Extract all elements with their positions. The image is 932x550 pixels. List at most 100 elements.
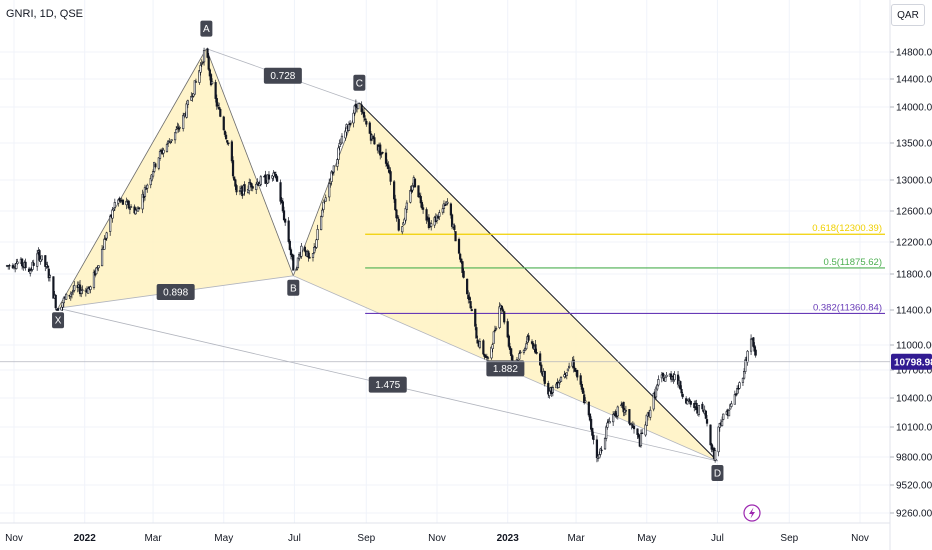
candle: [275, 175, 279, 183]
candle: [425, 207, 428, 224]
ratio-label-1.475: 1.475: [368, 376, 407, 393]
candle: [56, 307, 60, 311]
candle: [357, 103, 360, 110]
candle: [338, 139, 341, 151]
candle: [95, 267, 98, 275]
candle: [717, 426, 720, 457]
candle: [48, 274, 52, 282]
candle: [243, 181, 246, 196]
candle: [403, 217, 406, 225]
candle: [551, 385, 554, 397]
x-tick-label: May: [637, 533, 656, 544]
y-tick-label: 10400.00: [896, 394, 932, 405]
candle: [218, 102, 221, 110]
candle: [344, 127, 347, 141]
candle: [336, 158, 339, 171]
candle: [427, 214, 430, 230]
candle: [665, 372, 668, 378]
candle: [525, 341, 528, 351]
candle: [461, 261, 464, 277]
candle: [636, 428, 639, 440]
candles: [5, 47, 757, 463]
y-tick-label: 11400.00: [896, 306, 932, 317]
candle: [588, 413, 592, 422]
candle: [105, 231, 108, 242]
candle: [737, 384, 740, 394]
candle: [680, 385, 683, 397]
candle: [353, 104, 356, 116]
svg-text:0.728: 0.728: [270, 71, 295, 82]
candle: [566, 368, 570, 372]
harmonic-pattern: [57, 48, 718, 462]
candle: [103, 235, 106, 250]
candle: [151, 169, 155, 179]
ratio-label-0.728: 0.728: [263, 67, 302, 84]
candle: [125, 197, 128, 210]
candle: [127, 199, 130, 210]
candle: [486, 356, 490, 362]
candle: [8, 263, 11, 270]
candle: [267, 171, 271, 183]
lightning-icon[interactable]: [743, 504, 761, 522]
candle: [259, 175, 262, 187]
candle: [727, 409, 731, 417]
point-label-C: C: [353, 74, 366, 91]
x-tick-label: 2022: [74, 533, 97, 544]
candle: [709, 424, 712, 446]
candle: [652, 392, 655, 412]
candle: [401, 226, 404, 235]
x-tick-label: Mar: [567, 533, 585, 544]
y-tick-label: 13500.00: [896, 139, 932, 150]
candle: [40, 255, 43, 262]
candle: [92, 269, 96, 290]
candle: [209, 73, 213, 87]
candle: [527, 332, 530, 343]
currency-button[interactable]: QAR: [891, 4, 925, 26]
candle: [69, 291, 72, 301]
candle: [508, 342, 512, 355]
candle: [579, 373, 582, 387]
candle: [714, 448, 717, 463]
candle: [182, 112, 185, 132]
candle: [612, 411, 615, 426]
y-tick-label: 11000.00: [896, 341, 932, 352]
candle: [348, 120, 352, 126]
candle: [523, 346, 527, 352]
candle: [32, 259, 35, 267]
candle: [664, 377, 667, 382]
candle: [97, 265, 100, 272]
candle: [490, 346, 493, 360]
svg-text:A: A: [203, 24, 210, 35]
candle: [292, 254, 295, 271]
candle: [44, 255, 47, 272]
candle: [352, 109, 355, 128]
candle: [173, 132, 177, 144]
candle: [387, 161, 390, 173]
candle: [233, 176, 236, 181]
candle: [705, 414, 709, 427]
candle: [138, 207, 141, 211]
candle: [459, 252, 462, 263]
candle: [482, 339, 485, 356]
candle: [330, 170, 333, 186]
candle: [289, 247, 293, 260]
candle: [584, 397, 587, 403]
candle: [493, 325, 497, 333]
candle: [654, 386, 658, 401]
x-tick-label: May: [214, 533, 233, 544]
candle: [559, 376, 563, 382]
candle: [191, 93, 194, 102]
candle: [606, 419, 609, 430]
candle: [199, 62, 202, 76]
candle: [730, 400, 733, 408]
candle: [734, 393, 738, 397]
leg-ab: [206, 48, 294, 276]
y-tick-label: 14800.00: [896, 48, 932, 59]
candle: [469, 297, 472, 309]
y-tick-label: 12600.00: [896, 207, 932, 218]
candle: [519, 350, 522, 354]
candle: [573, 366, 577, 372]
candle: [462, 268, 465, 279]
candle: [483, 353, 486, 360]
